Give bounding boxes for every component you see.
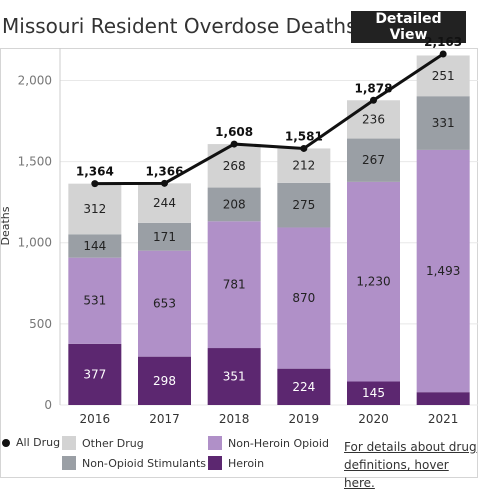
bar-segment-non-heroin-opioid[interactable] [416, 149, 470, 393]
all-drug-point[interactable] [230, 140, 238, 148]
bar-segment-other-drug[interactable] [68, 183, 122, 235]
bar-data-label: 144 [83, 239, 106, 253]
bar-data-label: 236 [362, 112, 385, 126]
bar-segment-heroin[interactable] [277, 368, 331, 405]
hover-link-line-1: For details about drug [344, 440, 477, 454]
y-tick-label: 2,000 [18, 73, 52, 87]
bar-segment-non-opioid-stimulants[interactable] [347, 138, 400, 182]
all-drug-point[interactable] [370, 96, 377, 104]
bar-segment-non-opioid-stimulants[interactable] [138, 222, 191, 251]
bar-segment-non-opioid-stimulants[interactable] [68, 234, 122, 258]
bar-data-label: 351 [223, 370, 246, 384]
bar-segment-heroin[interactable] [68, 343, 122, 405]
chart-title: Missouri Resident Overdose Deaths [2, 14, 357, 38]
bar-segment-non-opioid-stimulants[interactable] [207, 187, 261, 222]
bar-segment-other-drug[interactable] [277, 148, 331, 183]
bar-segment-non-heroin-opioid[interactable] [347, 181, 400, 382]
y-tick-label: 1,000 [18, 236, 52, 250]
bar-segment-non-heroin-opioid[interactable] [207, 221, 261, 349]
bar-segment-other-drug[interactable] [207, 144, 261, 188]
legend-item-other-drug[interactable]: Other Drug [62, 436, 144, 450]
bar-segment-non-heroin-opioid[interactable] [277, 227, 331, 369]
legend-swatch-all-drug [2, 438, 10, 447]
bar-data-label: 331 [432, 116, 455, 130]
all-drug-line[interactable] [94, 52, 444, 186]
legend-item-all-drug[interactable]: All Drug [2, 436, 60, 449]
all-drug-label: 1,364 [76, 165, 114, 179]
all-drug-label: 1,878 [355, 81, 393, 95]
bar-data-label: 870 [292, 291, 315, 305]
bar-data-label: 312 [83, 202, 106, 216]
bar-data-label: 145 [362, 386, 385, 400]
legend-label-all-drug: All Drug [16, 436, 61, 449]
detailed-view-button[interactable]: Detailed View [351, 11, 466, 43]
all-drug-label: 1,608 [215, 125, 253, 139]
legend-swatch-other-drug [62, 436, 76, 450]
bar-data-label: 531 [83, 294, 106, 308]
legend-item-non-heroin-opioid[interactable]: Non-Heroin Opioid [208, 436, 329, 450]
bar-segment-other-drug[interactable] [347, 100, 400, 139]
chart-frame [0, 48, 478, 478]
all-drug-point[interactable] [300, 144, 308, 152]
bar-data-label: 781 [223, 278, 246, 292]
bar-data-label: 298 [153, 374, 176, 388]
hover-link-line-2: definitions, hover here. [344, 458, 449, 490]
bar-segment-non-opioid-stimulants[interactable] [416, 96, 470, 150]
legend-label-heroin: Heroin [228, 456, 265, 470]
legend-label-non-opioid-stimulants: Non-Opioid Stimulants [82, 456, 207, 470]
bar-data-label: 251 [432, 69, 455, 83]
bar-segment-other-drug[interactable] [138, 183, 191, 223]
all-drug-label: 1,581 [285, 129, 323, 143]
bar-data-label: 212 [292, 159, 315, 173]
legend-label-other-drug: Other Drug [82, 436, 144, 450]
y-tick-label: 500 [29, 317, 52, 331]
bar-data-label: 377 [83, 367, 106, 381]
bar-segment-non-opioid-stimulants[interactable] [277, 182, 331, 228]
bar-data-label: 224 [292, 380, 315, 394]
legend-label-non-heroin-opioid: Non-Heroin Opioid [228, 436, 329, 450]
stacked-bar-chart[interactable]: 0 500 1,000 1,500 2,000 Deaths 377 531 144 312 201… [0, 0, 480, 480]
x-tick-label: 2021 [428, 412, 459, 426]
legend-swatch-non-heroin-opioid [208, 436, 222, 450]
all-drug-point[interactable] [161, 179, 168, 187]
bar-data-label: 208 [223, 197, 246, 211]
all-drug-point[interactable] [91, 180, 99, 188]
bar-data-label: 275 [292, 198, 315, 212]
bar-segment-heroin[interactable] [347, 381, 400, 405]
all-drug-label: 2,163 [424, 35, 462, 49]
legend-item-heroin[interactable]: Heroin [208, 456, 264, 470]
x-tick-label: 2019 [289, 412, 320, 426]
bar-data-label: 244 [153, 196, 176, 210]
bar-data-label: 653 [153, 297, 176, 311]
x-tick-label: 2016 [80, 412, 111, 426]
x-tick-label: 2018 [219, 412, 250, 426]
legend-swatch-non-opioid-stimulants [62, 456, 76, 470]
bar-data-label: 1,230 [356, 275, 390, 289]
all-drug-point[interactable] [439, 50, 447, 58]
bar-segment-other-drug[interactable] [416, 55, 470, 97]
x-tick-label: 2017 [149, 412, 180, 426]
bar-segment-heroin[interactable] [416, 392, 470, 405]
bar-segment-heroin[interactable] [207, 348, 261, 405]
y-tick-label: 0 [44, 398, 52, 412]
definitions-hover-link[interactable]: For details about drug definitions, hove… [344, 438, 480, 492]
legend-item-non-opioid-stimulants[interactable]: Non-Opioid Stimulants [62, 456, 206, 470]
y-tick-label: 1,500 [18, 155, 52, 169]
all-drug-label: 1,366 [146, 164, 184, 178]
x-tick-label: 2020 [358, 412, 389, 426]
legend-swatch-heroin [208, 456, 222, 470]
y-axis-title: Deaths [0, 206, 12, 245]
bar-data-label: 1,493 [426, 264, 460, 278]
bar-segment-non-heroin-opioid[interactable] [138, 250, 191, 357]
bar-data-label: 171 [153, 230, 176, 244]
bar-segment-non-heroin-opioid[interactable] [68, 257, 122, 344]
bar-data-label: 267 [362, 153, 385, 167]
bar-data-label: 268 [223, 159, 246, 173]
bar-segment-heroin[interactable] [138, 356, 191, 405]
